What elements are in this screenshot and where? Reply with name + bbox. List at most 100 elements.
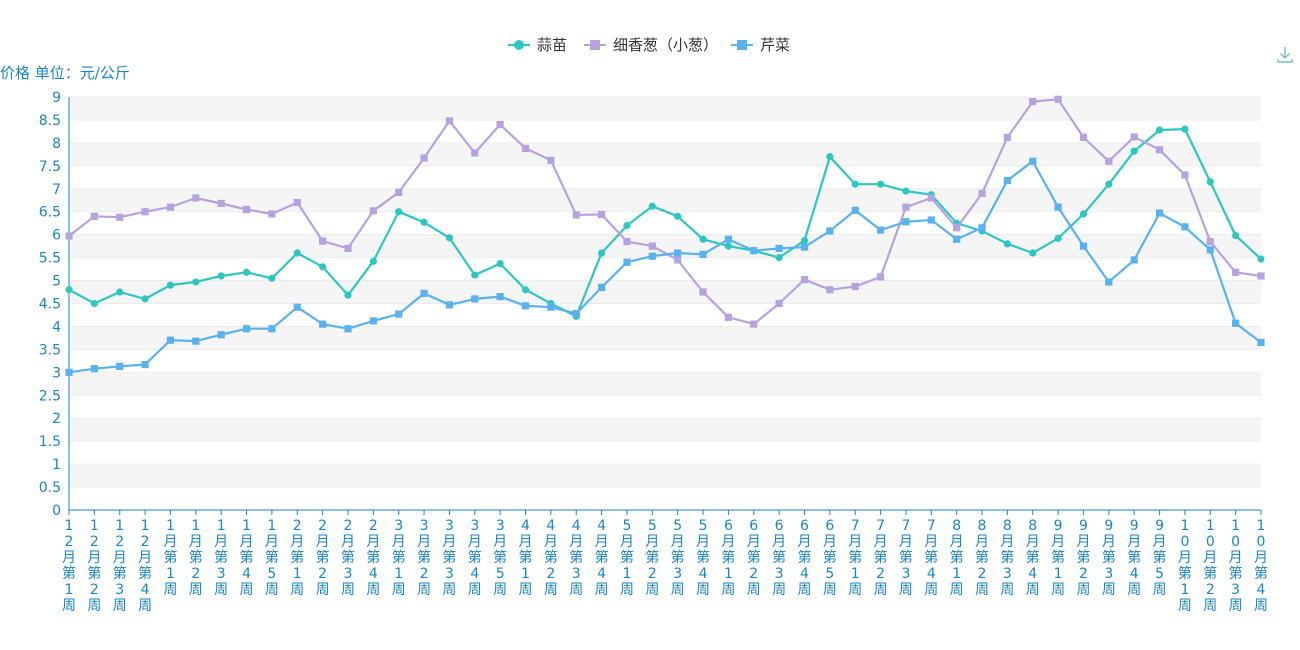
data-point[interactable]: [1206, 237, 1214, 246]
data-point[interactable]: [953, 235, 961, 243]
data-point[interactable]: [1054, 95, 1062, 103]
data-point[interactable]: [242, 325, 251, 333]
data-point[interactable]: [978, 224, 986, 232]
data-point[interactable]: [90, 212, 98, 220]
data-point[interactable]: [648, 242, 656, 250]
data-point[interactable]: [293, 198, 301, 207]
data-point[interactable]: [1003, 240, 1011, 248]
data-point[interactable]: [166, 281, 175, 289]
data-point[interactable]: [1155, 209, 1164, 217]
data-point[interactable]: [496, 120, 504, 129]
data-point[interactable]: [750, 247, 758, 255]
data-point[interactable]: [420, 218, 428, 226]
data-point[interactable]: [166, 203, 175, 211]
data-point[interactable]: [699, 250, 707, 258]
data-point[interactable]: [1079, 133, 1088, 141]
data-point[interactable]: [1181, 171, 1189, 179]
data-point[interactable]: [1232, 231, 1240, 240]
data-point[interactable]: [496, 293, 504, 301]
data-point[interactable]: [775, 299, 783, 308]
data-point[interactable]: [166, 336, 175, 344]
data-point[interactable]: [1232, 268, 1240, 276]
data-point[interactable]: [623, 237, 631, 246]
data-point[interactable]: [471, 149, 479, 157]
data-point[interactable]: [116, 362, 124, 370]
data-point[interactable]: [471, 295, 479, 303]
data-point[interactable]: [851, 206, 859, 214]
data-point[interactable]: [572, 309, 580, 318]
data-point[interactable]: [369, 257, 377, 265]
data-point[interactable]: [395, 310, 403, 318]
data-point[interactable]: [724, 235, 733, 243]
legend-item-0[interactable]: 蒜苗: [508, 36, 567, 54]
data-point[interactable]: [445, 301, 454, 309]
data-point[interactable]: [496, 259, 504, 268]
data-point[interactable]: [547, 156, 555, 164]
data-point[interactable]: [445, 234, 454, 242]
data-point[interactable]: [826, 227, 834, 235]
data-point[interactable]: [1257, 272, 1265, 280]
data-point[interactable]: [876, 226, 885, 234]
data-point[interactable]: [800, 237, 809, 245]
data-point[interactable]: [1206, 178, 1214, 186]
data-point[interactable]: [1054, 203, 1062, 211]
data-point[interactable]: [268, 274, 276, 282]
data-point[interactable]: [293, 249, 301, 257]
data-point[interactable]: [521, 286, 530, 294]
data-point[interactable]: [1181, 125, 1189, 133]
data-point[interactable]: [268, 210, 276, 218]
data-point[interactable]: [1206, 246, 1214, 254]
data-point[interactable]: [90, 365, 98, 373]
data-point[interactable]: [902, 203, 910, 211]
data-point[interactable]: [724, 313, 733, 321]
data-point[interactable]: [1003, 133, 1011, 141]
data-point[interactable]: [1155, 126, 1164, 134]
data-point[interactable]: [65, 286, 73, 294]
data-point[interactable]: [876, 273, 885, 281]
data-point[interactable]: [1257, 255, 1265, 263]
data-point[interactable]: [851, 180, 859, 188]
data-point[interactable]: [420, 289, 428, 298]
data-point[interactable]: [597, 283, 606, 292]
data-point[interactable]: [800, 243, 809, 251]
data-point[interactable]: [268, 325, 276, 333]
download-icon[interactable]: [1274, 43, 1296, 65]
data-point[interactable]: [116, 288, 124, 296]
data-point[interactable]: [750, 320, 758, 328]
data-point[interactable]: [597, 210, 606, 219]
data-point[interactable]: [369, 317, 377, 325]
data-point[interactable]: [192, 278, 200, 286]
data-point[interactable]: [471, 271, 479, 279]
data-point[interactable]: [597, 249, 606, 257]
data-point[interactable]: [319, 320, 327, 328]
data-point[interactable]: [902, 187, 910, 195]
data-point[interactable]: [1130, 256, 1138, 264]
data-point[interactable]: [699, 235, 707, 243]
data-point[interactable]: [699, 288, 707, 296]
data-point[interactable]: [1003, 176, 1011, 185]
data-point[interactable]: [826, 153, 834, 161]
data-point[interactable]: [369, 207, 377, 215]
data-point[interactable]: [344, 291, 352, 299]
data-point[interactable]: [826, 286, 834, 294]
data-point[interactable]: [293, 303, 301, 311]
data-point[interactable]: [674, 249, 682, 257]
data-point[interactable]: [65, 232, 73, 240]
data-point[interactable]: [902, 218, 910, 226]
data-point[interactable]: [1054, 234, 1062, 242]
data-point[interactable]: [1079, 210, 1088, 218]
data-point[interactable]: [90, 299, 98, 308]
data-point[interactable]: [648, 202, 656, 210]
data-point[interactable]: [217, 331, 225, 339]
data-point[interactable]: [319, 263, 327, 271]
data-point[interactable]: [648, 252, 656, 260]
data-point[interactable]: [116, 213, 124, 221]
data-point[interactable]: [242, 268, 251, 276]
data-point[interactable]: [1029, 97, 1037, 106]
data-point[interactable]: [876, 180, 885, 188]
data-point[interactable]: [319, 237, 327, 245]
data-point[interactable]: [1105, 278, 1113, 286]
data-point[interactable]: [623, 258, 631, 266]
data-point[interactable]: [1105, 180, 1113, 188]
data-point[interactable]: [1130, 147, 1138, 155]
